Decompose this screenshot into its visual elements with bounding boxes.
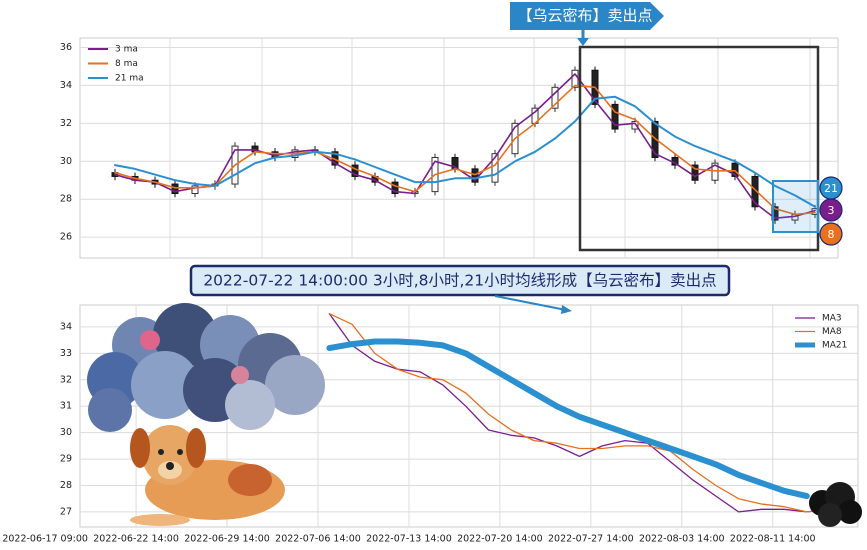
candle-body [391, 181, 399, 195]
candle-body [191, 185, 199, 195]
candle-body [631, 120, 639, 130]
y-tick-label: 31 [60, 401, 72, 412]
legend-label: MA21 [822, 341, 847, 351]
dog-illustration [130, 425, 285, 526]
candle-body [731, 162, 739, 177]
ma-line [114, 73, 816, 219]
x-tick-label: 2022-08-03 14:00 [639, 534, 725, 545]
ma-line [326, 338, 810, 500]
end-badge [819, 176, 843, 200]
x-tick-label: 2022-06-17 09:00 [2, 534, 88, 545]
banner-text: 2022-07-22 14:00:00 3小时,8小时,21小时均线形成【乌云密… [203, 272, 716, 290]
y-tick-label: 34 [60, 80, 72, 91]
top-banner: 【乌云密布】卖出点 [510, 2, 664, 46]
ma-line [114, 95, 816, 208]
cloud-illustration [87, 303, 325, 432]
y-tick-label: 34 [60, 321, 72, 332]
layer: 3 ma 3 8 ma 8 21 ma 21 MA3 MA8 MA21 [88, 45, 847, 513]
x-tick-label: 2022-06-22 14:00 [93, 534, 179, 545]
ma-line [328, 313, 831, 513]
end-badge [819, 222, 843, 246]
legend-label: 3 ma [115, 45, 138, 55]
end-badge-label: 8 [828, 228, 835, 241]
end-badge-label: 21 [824, 182, 838, 195]
candle-body [611, 103, 619, 130]
top-plot-area [79, 37, 839, 259]
y-tick-label: 33 [60, 348, 72, 359]
ma-line [114, 84, 816, 216]
candle-body [691, 164, 699, 181]
y-tick-label: 27 [60, 506, 72, 517]
x-tick-label: 2022-07-13 14:00 [366, 534, 452, 545]
legend-label: MA8 [822, 327, 842, 337]
candle-body [171, 183, 179, 195]
candle-body [711, 162, 719, 181]
y-tick-label: 30 [60, 427, 72, 438]
dark-cloud [809, 482, 862, 527]
y-tick-label: 30 [60, 156, 72, 167]
candle-body [551, 86, 559, 109]
highlight-box [578, 45, 820, 252]
ma-line [328, 313, 831, 513]
y-tick-label: 36 [60, 42, 72, 53]
y-tick-label: 28 [60, 480, 72, 491]
x-tick-label: 2022-08-11 14:00 [730, 534, 816, 545]
legend-label: 21 ma [115, 74, 144, 84]
legend-label: MA3 [822, 314, 842, 324]
y-tick-label: 28 [60, 194, 72, 205]
y-tick-label: 26 [60, 232, 72, 243]
end-badge-label: 3 [828, 204, 835, 217]
y-tick-label: 29 [60, 454, 72, 465]
y-tick-label: 32 [60, 374, 72, 385]
middle-banner: 2022-07-22 14:00:00 3小时,8小时,21小时均线形成【乌云密… [189, 264, 731, 314]
legend-label: 8 ma [115, 59, 138, 69]
y-tick-label: 32 [60, 118, 72, 129]
x-tick-label: 2022-06-29 14:00 [184, 534, 270, 545]
x-tick-label: 2022-07-27 14:00 [548, 534, 634, 545]
candle-body [491, 153, 499, 183]
x-tick-label: 2022-07-06 14:00 [275, 534, 361, 545]
x-tick-label: 2022-07-20 14:00 [457, 534, 543, 545]
candle-body [471, 168, 479, 183]
annotation: 【乌云密布】卖出点 [517, 7, 652, 25]
